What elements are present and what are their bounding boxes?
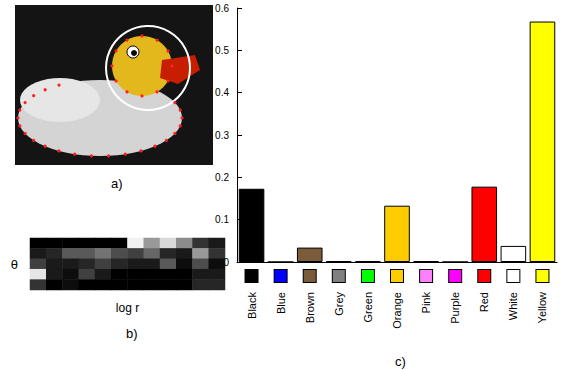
svg-text:Green: Green — [362, 292, 374, 323]
svg-text:log r: log r — [116, 301, 139, 315]
svg-text:0.3: 0.3 — [215, 130, 229, 141]
svg-text:0: 0 — [223, 256, 229, 268]
svg-text:Pink: Pink — [420, 292, 432, 314]
svg-text:c): c) — [395, 354, 406, 369]
svg-text:Yellow: Yellow — [536, 292, 548, 323]
svg-text:Blue: Blue — [275, 292, 287, 314]
svg-text:Red: Red — [478, 292, 490, 312]
svg-text:White: White — [507, 292, 519, 320]
svg-text:Grey: Grey — [333, 292, 345, 316]
svg-text:Orange: Orange — [391, 292, 403, 329]
svg-text:a): a) — [111, 176, 123, 191]
svg-text:Purple: Purple — [449, 292, 461, 324]
svg-text:0.5: 0.5 — [215, 45, 229, 56]
svg-text:Black: Black — [246, 292, 258, 319]
svg-text:0.2: 0.2 — [215, 172, 229, 183]
svg-text:θ: θ — [11, 257, 18, 272]
svg-text:Brown: Brown — [304, 292, 316, 323]
svg-text:0.4: 0.4 — [215, 87, 229, 98]
svg-text:b): b) — [126, 326, 138, 341]
svg-text:0.1: 0.1 — [215, 214, 229, 225]
svg-text:0.6: 0.6 — [215, 3, 229, 14]
